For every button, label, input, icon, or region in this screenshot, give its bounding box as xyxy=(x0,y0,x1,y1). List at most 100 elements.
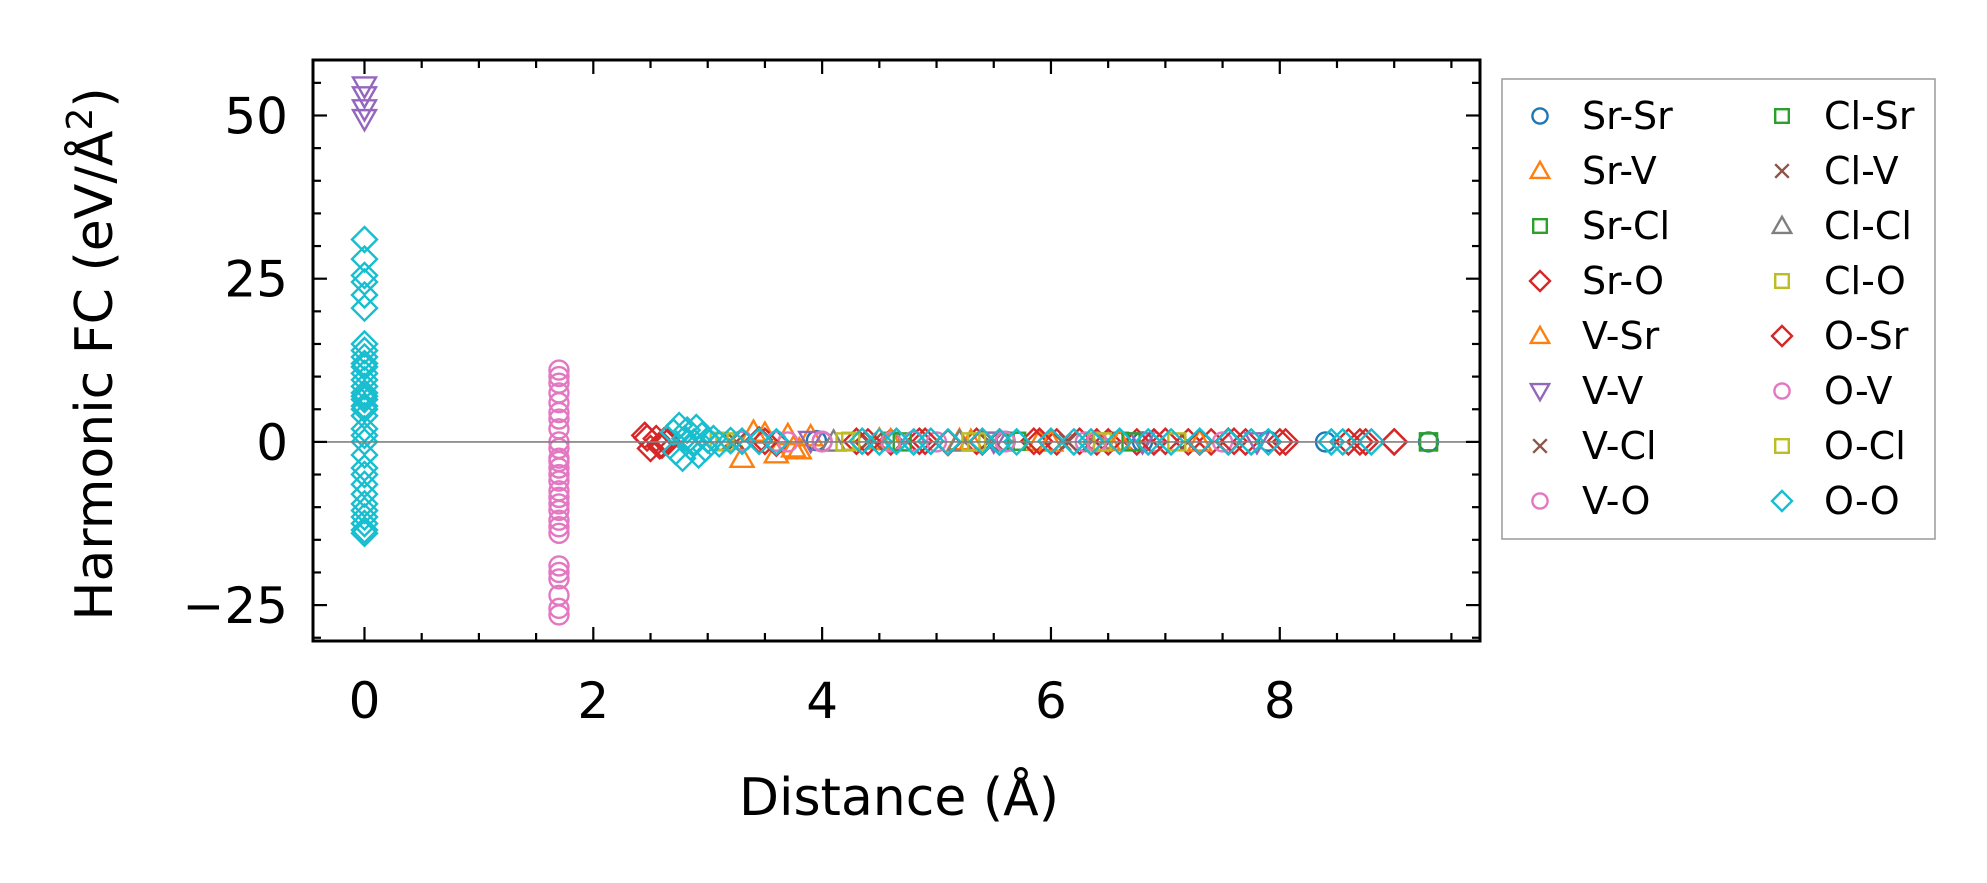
legend-label: O-Sr xyxy=(1824,314,1909,358)
data-point-o-sr xyxy=(1379,427,1409,457)
data-point-o-o xyxy=(1214,427,1243,457)
data-point-sr-o xyxy=(842,427,871,456)
data-point-o-o xyxy=(1002,427,1031,457)
data-point-o-o xyxy=(691,434,720,463)
data-point-v-o xyxy=(548,499,570,522)
legend-entry-v-cl: V-Cl xyxy=(1532,424,1657,468)
data-point-o-o xyxy=(350,329,379,359)
x-tick-label: 8 xyxy=(1264,672,1296,730)
y-tick-label: −25 xyxy=(182,577,288,635)
x-tick-label: 0 xyxy=(349,672,381,730)
data-point-o-o xyxy=(668,444,697,473)
data-point-o-o xyxy=(350,336,379,365)
legend-label: O-O xyxy=(1824,479,1900,523)
data-point-v-o xyxy=(548,561,570,584)
legend-entry-sr-sr: Sr-Sr xyxy=(1531,94,1673,138)
data-point-v-o xyxy=(548,555,570,577)
data-point-v-o xyxy=(548,392,570,414)
data-point-o-o xyxy=(350,349,379,378)
x-axis-label: Distance (Å) xyxy=(739,766,1059,828)
legend xyxy=(1501,78,1936,540)
legend-marker xyxy=(1532,438,1548,454)
data-point-o-o xyxy=(1076,427,1106,457)
data-point-o-o xyxy=(350,261,379,290)
legend-label: Cl-O xyxy=(1824,259,1906,303)
x-tick-label: 2 xyxy=(577,672,609,730)
data-point-o-o xyxy=(350,502,379,532)
legend-marker xyxy=(1770,489,1794,513)
data-point-o-v xyxy=(548,450,570,473)
data-point-o-sr xyxy=(632,423,662,453)
legend-label: Cl-Sr xyxy=(1824,94,1915,138)
legend-entry-sr-cl: Sr-Cl xyxy=(1531,204,1670,248)
data-point-v-o xyxy=(548,568,570,590)
data-point-v-o xyxy=(548,516,570,538)
legend-marker xyxy=(1528,324,1552,345)
data-point-sr-v xyxy=(728,444,756,469)
data-point-o-o xyxy=(350,378,379,408)
legend-entry-cl-sr: Cl-Sr xyxy=(1773,94,1915,138)
data-point-v-v xyxy=(350,108,379,133)
legend-entry-v-o: V-O xyxy=(1531,479,1650,523)
data-point-v-o xyxy=(548,359,570,381)
legend-label: Cl-Cl xyxy=(1824,204,1912,248)
legend-marker xyxy=(1770,324,1794,348)
legend-entry-o-o: O-O xyxy=(1770,479,1900,523)
data-point-o-o xyxy=(1185,427,1214,456)
y-axis-label-superscript: 2 xyxy=(60,108,101,131)
data-point-v-o xyxy=(548,597,570,620)
data-point-v-o xyxy=(548,457,570,479)
data-point-v-o xyxy=(548,365,570,388)
data-point-sr-v xyxy=(762,439,790,464)
y-axis-label-close: ) xyxy=(65,87,125,107)
legend-label: V-O xyxy=(1582,479,1650,523)
data-point-o-o xyxy=(350,244,379,274)
data-point-cl-cl xyxy=(945,427,973,452)
legend-marker xyxy=(1531,492,1549,510)
data-point-v-o xyxy=(548,604,570,626)
data-point-o-o xyxy=(350,460,379,489)
data-point-o-o xyxy=(350,479,379,509)
legend-entry-cl-v: Cl-V xyxy=(1774,149,1899,193)
x-tick-label: 4 xyxy=(806,672,838,730)
data-point-o-o xyxy=(933,427,963,457)
data-point-o-o xyxy=(350,421,379,450)
data-point-o-o xyxy=(664,411,694,440)
data-point-o-o xyxy=(350,342,379,372)
legend-entry-sr-o: Sr-O xyxy=(1528,259,1664,303)
legend-label: O-V xyxy=(1824,369,1892,413)
data-point-o-o xyxy=(1156,427,1186,457)
legend-marker xyxy=(1773,107,1790,124)
legend-label: Sr-V xyxy=(1582,149,1657,193)
legend-label: Sr-Sr xyxy=(1582,94,1673,138)
data-point-v-o xyxy=(548,408,570,430)
plot-area-frame xyxy=(311,58,1482,643)
legend-entry-cl-cl: Cl-Cl xyxy=(1770,204,1912,248)
legend-entry-v-v: V-V xyxy=(1528,369,1643,413)
data-point-o-o xyxy=(350,440,379,470)
data-point-o-o xyxy=(716,426,745,455)
data-point-o-o xyxy=(350,509,379,538)
legend-label: Cl-V xyxy=(1824,149,1899,193)
legend-marker xyxy=(1774,163,1790,179)
data-point-o-o xyxy=(1328,427,1357,457)
legend-entry-o-sr: O-Sr xyxy=(1770,314,1909,358)
y-axis-label-main: Harmonic FC (eV/Å xyxy=(63,130,125,621)
legend-marker xyxy=(1770,214,1794,235)
axis-ticks xyxy=(313,60,1480,641)
data-point-v-o xyxy=(548,493,570,515)
data-point-o-sr xyxy=(1265,427,1294,457)
y-tick-label: 50 xyxy=(224,87,288,145)
data-point-o-o xyxy=(350,391,379,421)
data-point-o-o xyxy=(670,424,700,453)
legend-entries: Sr-Sr Sr-V Sr-Cl Sr-O V-Sr V-V V-Cl V-O Cl-Sr Cl-… xyxy=(1528,94,1915,523)
data-point-v-v xyxy=(350,86,379,110)
data-point-o-o xyxy=(1317,427,1346,457)
legend-entry-cl-o: Cl-O xyxy=(1773,259,1906,303)
data-point-o-o xyxy=(350,225,379,254)
legend-label: O-Cl xyxy=(1824,424,1906,468)
data-point-o-o xyxy=(350,519,379,548)
data-point-o-o xyxy=(762,427,791,457)
y-axis-label: Harmonic FC (eV/Å2) xyxy=(60,87,125,620)
